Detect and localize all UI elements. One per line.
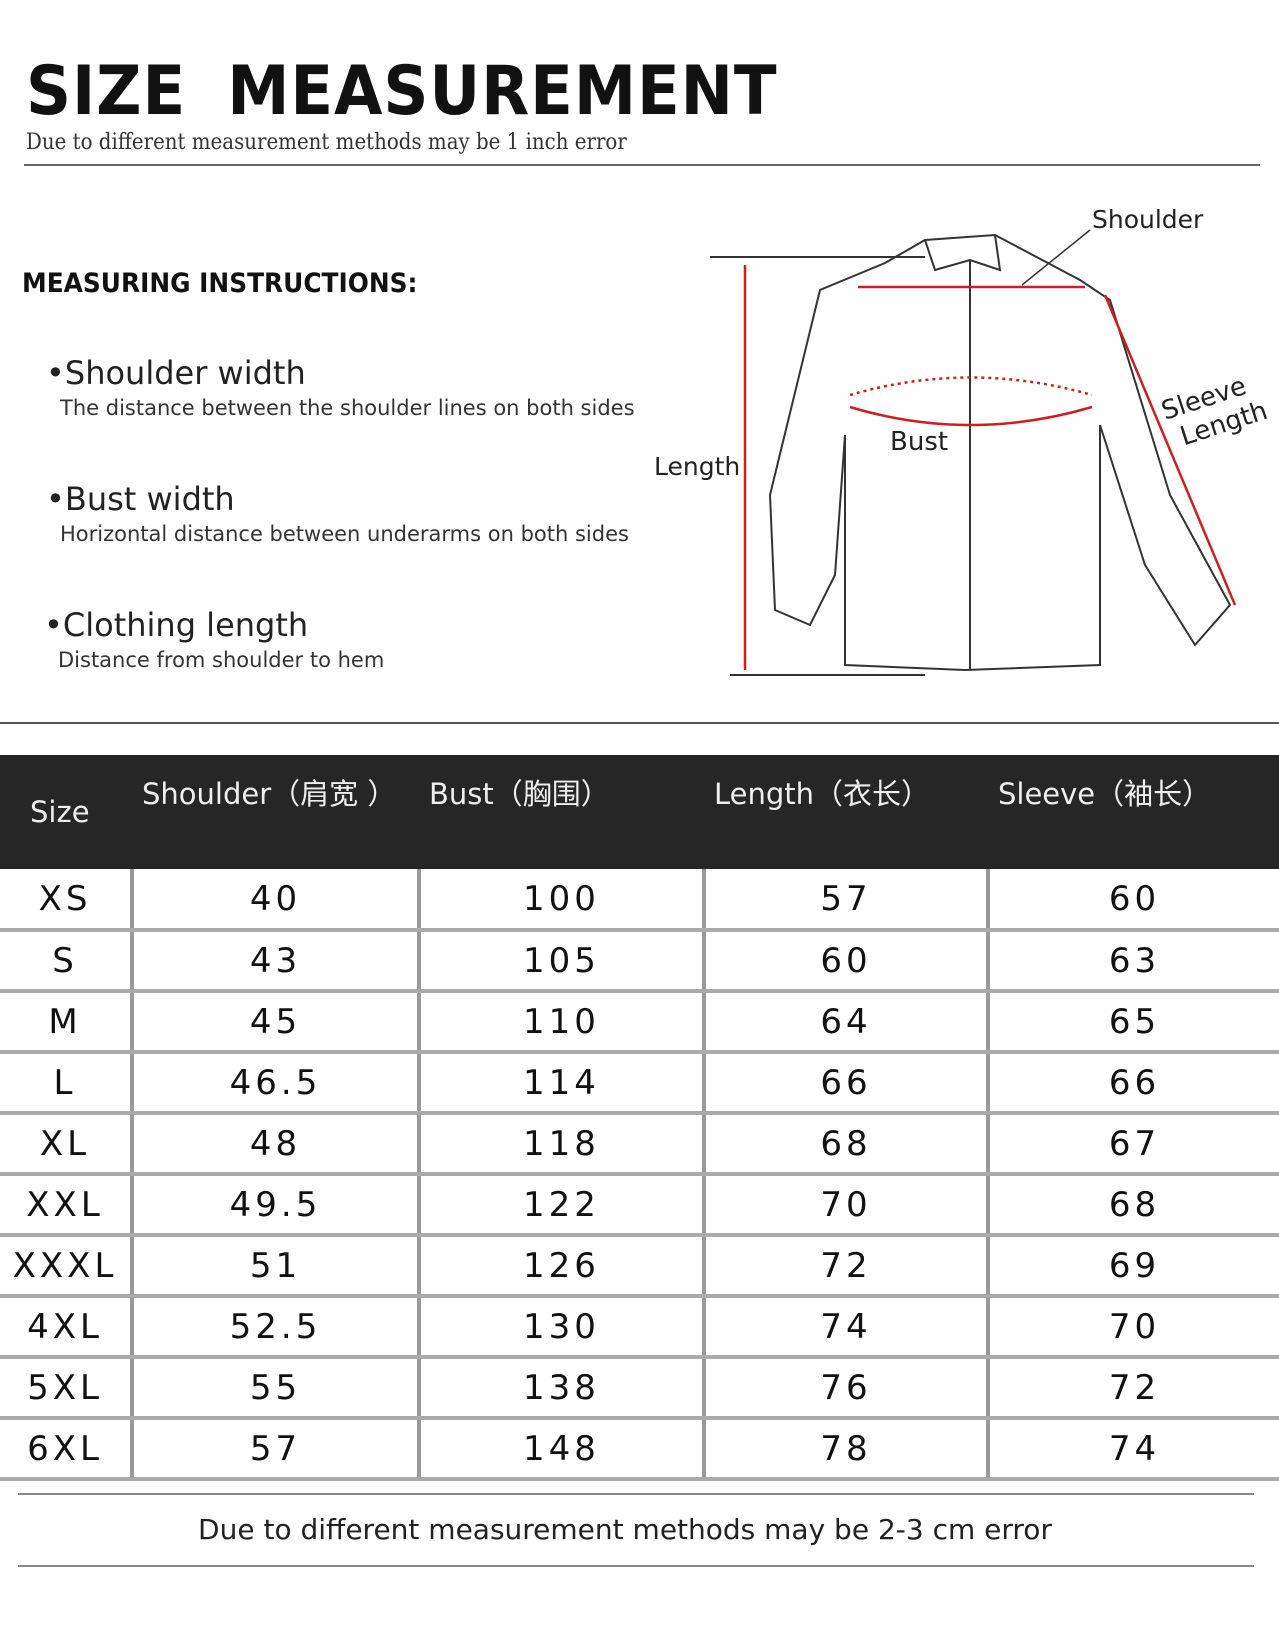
size-cell: XS — [0, 869, 134, 932]
value-cell: 72 — [988, 1357, 1279, 1420]
table-row: XXL 49.5 122 70 68 — [0, 1174, 1279, 1237]
divider — [18, 1493, 1254, 1495]
value-cell: 105 — [419, 930, 706, 993]
value-cell: 52.5 — [132, 1296, 421, 1359]
value-cell: 78 — [704, 1418, 990, 1481]
instruction-shoulder: •Shoulder width The distance between the… — [46, 354, 635, 420]
value-cell: 118 — [419, 1113, 706, 1176]
bust-label: Bust — [890, 427, 948, 457]
value-cell: 68 — [988, 1174, 1279, 1237]
value-cell: 60 — [704, 930, 990, 993]
size-cell: M — [0, 991, 134, 1054]
value-cell: 114 — [419, 1052, 706, 1115]
size-cell: 5XL — [0, 1357, 134, 1420]
instruction-desc: The distance between the shoulder lines … — [60, 396, 635, 420]
page-title: SIZE MEASUREMENT — [26, 52, 778, 131]
size-cell: XL — [0, 1113, 134, 1176]
value-cell: 122 — [419, 1174, 706, 1237]
shirt-icon — [710, 233, 1232, 676]
value-cell: 55 — [132, 1357, 421, 1420]
column-header: Size — [0, 755, 132, 869]
value-cell: 148 — [419, 1418, 706, 1481]
measure-lines — [743, 265, 1237, 670]
column-header: Length（衣长） — [704, 755, 988, 869]
divider — [24, 164, 1260, 166]
value-cell: 74 — [988, 1418, 1279, 1481]
value-cell: 110 — [419, 991, 706, 1054]
value-cell: 40 — [132, 869, 421, 932]
divider — [18, 1565, 1254, 1567]
table-row: L 46.5 114 66 66 — [0, 1052, 1279, 1115]
size-cell: S — [0, 930, 134, 993]
value-cell: 70 — [704, 1174, 990, 1237]
value-cell: 48 — [132, 1113, 421, 1176]
size-cell: 6XL — [0, 1418, 134, 1481]
value-cell: 72 — [704, 1235, 990, 1298]
value-cell: 43 — [132, 930, 421, 993]
value-cell: 138 — [419, 1357, 706, 1420]
table-row: 4XL 52.5 130 74 70 — [0, 1296, 1279, 1359]
value-cell: 69 — [988, 1235, 1279, 1298]
value-cell: 65 — [988, 991, 1279, 1054]
value-cell: 67 — [988, 1113, 1279, 1176]
column-header: Sleeve（袖长） — [988, 755, 1279, 869]
column-header: Bust（胸围） — [419, 755, 704, 869]
instruction-desc: Horizontal distance between underarms on… — [60, 522, 629, 546]
table-row: XS 40 100 57 60 — [0, 869, 1279, 932]
value-cell: 76 — [704, 1357, 990, 1420]
value-cell: 63 — [988, 930, 1279, 993]
instructions-heading: MEASURING INSTRUCTIONS: — [22, 268, 418, 299]
value-cell: 66 — [704, 1052, 990, 1115]
value-cell: 70 — [988, 1296, 1279, 1359]
size-cell: 4XL — [0, 1296, 134, 1359]
instruction-label: •Clothing length — [44, 606, 309, 644]
size-cell: L — [0, 1052, 134, 1115]
length-label: Length — [654, 452, 740, 481]
instruction-bust: •Bust width Horizontal distance between … — [46, 480, 629, 546]
value-cell: 126 — [419, 1235, 706, 1298]
instruction-length: •Clothing length Distance from shoulder … — [44, 606, 384, 672]
table-row: M 45 110 64 65 — [0, 991, 1279, 1054]
size-table: Size Shoulder（肩宽 ） Bust（胸围） Length（衣长） Sleev… — [0, 755, 1279, 1481]
value-cell: 49.5 — [132, 1174, 421, 1237]
value-cell: 74 — [704, 1296, 990, 1359]
value-cell: 51 — [132, 1235, 421, 1298]
size-cell: XXL — [0, 1174, 134, 1237]
value-cell: 45 — [132, 991, 421, 1054]
value-cell: 130 — [419, 1296, 706, 1359]
footer-note: Due to different measurement methods may… — [198, 1513, 1052, 1546]
table-row: S 43 105 60 63 — [0, 930, 1279, 993]
table-row: XL 48 118 68 67 — [0, 1113, 1279, 1176]
value-cell: 68 — [704, 1113, 990, 1176]
value-cell: 100 — [419, 869, 706, 932]
value-cell: 57 — [132, 1418, 421, 1481]
shirt-diagram: Shoulder Bust Length Sleeve Length — [654, 205, 1271, 676]
table-row: XXXL 51 126 72 69 — [0, 1235, 1279, 1298]
instruction-label: •Shoulder width — [46, 354, 306, 392]
column-header: Shoulder（肩宽 ） — [132, 755, 419, 869]
divider — [0, 722, 1279, 724]
shoulder-label: Shoulder — [1092, 205, 1204, 234]
size-cell: XXXL — [0, 1235, 134, 1298]
table-row: 6XL 57 148 78 74 — [0, 1418, 1279, 1481]
instruction-desc: Distance from shoulder to hem — [58, 648, 385, 672]
value-cell: 66 — [988, 1052, 1279, 1115]
subtitle: Due to different measurement methods may… — [26, 130, 627, 155]
table-row: 5XL 55 138 76 72 — [0, 1357, 1279, 1420]
instruction-label: •Bust width — [46, 480, 235, 518]
value-cell: 57 — [704, 869, 990, 932]
value-cell: 64 — [704, 991, 990, 1054]
value-cell: 60 — [988, 869, 1279, 932]
value-cell: 46.5 — [132, 1052, 421, 1115]
